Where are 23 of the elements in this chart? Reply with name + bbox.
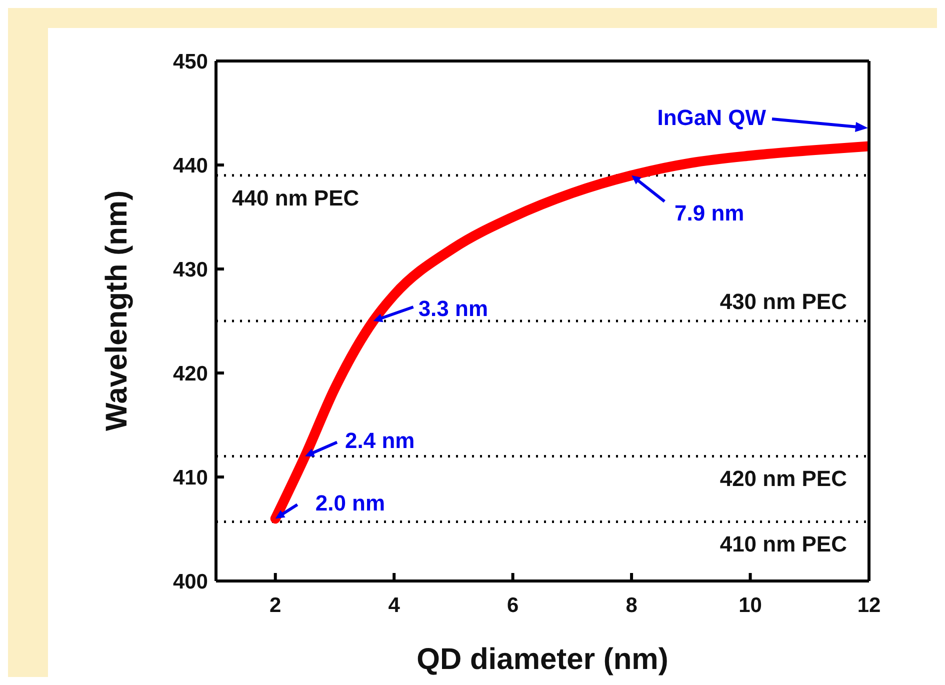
annotation: 7.9 nm: [674, 200, 744, 226]
annotation: InGaN QW: [657, 105, 766, 130]
annotation: 2.0 nm: [315, 490, 386, 516]
x-tick-label: 4: [388, 594, 400, 617]
y-tick-label: 410: [172, 466, 208, 490]
y-tick-label: 450: [172, 50, 208, 74]
ref-line-label: 410 nm PEC: [720, 532, 848, 557]
y-tick-label: 400: [172, 570, 208, 594]
x-tick-label: 6: [506, 594, 519, 617]
ref-line-label: 440 nm PEC: [232, 185, 360, 210]
x-tick-label: 10: [738, 594, 762, 617]
annotation: 2.4 nm: [345, 428, 415, 454]
x-axis-title: QD diameter (nm): [416, 643, 668, 676]
x-tick-label: 12: [857, 594, 881, 617]
y-tick-label: 440: [172, 154, 208, 178]
x-tick-label: 8: [626, 594, 638, 617]
x-tick-label: 2: [270, 594, 282, 617]
y-axis-title: Wavelength (nm): [100, 190, 134, 431]
ref-line-label: 430 nm PEC: [720, 289, 848, 314]
y-tick-label: 430: [172, 258, 208, 282]
ref-line-label: 420 nm PEC: [720, 466, 848, 492]
annotation: 3.3 nm: [418, 296, 488, 321]
y-tick-label: 420: [172, 362, 208, 386]
